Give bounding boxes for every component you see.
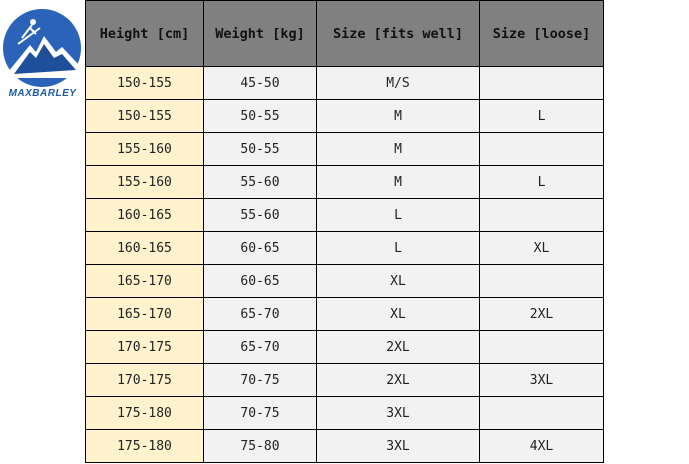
weight-cell: 70-75 bbox=[203, 396, 317, 430]
weight-cell: 75-80 bbox=[203, 429, 317, 463]
size-fits-well-cell: 3XL bbox=[316, 429, 480, 463]
weight-cell: 55-60 bbox=[203, 198, 317, 232]
size-fits-well-cell: M bbox=[316, 99, 480, 133]
header-size-fits-well: Size [fits well] bbox=[316, 0, 480, 67]
height-cell: 150-155 bbox=[85, 99, 204, 133]
size-fits-well-cell: M/S bbox=[316, 66, 480, 100]
brand-logo: MAXBARLEY bbox=[0, 0, 85, 105]
height-cell: 150-155 bbox=[85, 66, 204, 100]
weight-cell: 65-70 bbox=[203, 297, 317, 331]
size-fits-well-cell: XL bbox=[316, 297, 480, 331]
table-row: 170-175 70-75 2XL 3XL bbox=[85, 363, 604, 397]
size-loose-cell bbox=[479, 132, 604, 166]
table-row: 150-155 45-50 M/S bbox=[85, 66, 604, 100]
weight-cell: 60-65 bbox=[203, 264, 317, 298]
size-fits-well-cell: 3XL bbox=[316, 396, 480, 430]
table-row: 160-165 60-65 L XL bbox=[85, 231, 604, 265]
height-cell: 160-165 bbox=[85, 198, 204, 232]
size-fits-well-cell: 2XL bbox=[316, 363, 480, 397]
size-fits-well-cell: M bbox=[316, 165, 480, 199]
size-loose-cell: XL bbox=[479, 231, 604, 265]
size-fits-well-cell: M bbox=[316, 132, 480, 166]
height-cell: 155-160 bbox=[85, 132, 204, 166]
weight-cell: 50-55 bbox=[203, 99, 317, 133]
table-row: 165-170 60-65 XL bbox=[85, 264, 604, 298]
table-row: 175-180 75-80 3XL 4XL bbox=[85, 429, 604, 463]
weight-cell: 45-50 bbox=[203, 66, 317, 100]
size-loose-cell bbox=[479, 198, 604, 232]
size-loose-cell bbox=[479, 264, 604, 298]
table-row: 150-155 50-55 M L bbox=[85, 99, 604, 133]
size-chart-table: Height [cm] Weight [kg] Size [fits well]… bbox=[85, 0, 604, 463]
height-cell: 175-180 bbox=[85, 429, 204, 463]
weight-cell: 55-60 bbox=[203, 165, 317, 199]
weight-cell: 60-65 bbox=[203, 231, 317, 265]
size-fits-well-cell: 2XL bbox=[316, 330, 480, 364]
height-cell: 170-175 bbox=[85, 363, 204, 397]
height-cell: 170-175 bbox=[85, 330, 204, 364]
height-cell: 155-160 bbox=[85, 165, 204, 199]
logo-text: MAXBARLEY bbox=[8, 88, 77, 99]
table-row: 155-160 55-60 M L bbox=[85, 165, 604, 199]
size-loose-cell bbox=[479, 66, 604, 100]
header-weight: Weight [kg] bbox=[203, 0, 317, 67]
table-row: 160-165 55-60 L bbox=[85, 198, 604, 232]
weight-cell: 50-55 bbox=[203, 132, 317, 166]
size-fits-well-cell: L bbox=[316, 231, 480, 265]
table-row: 155-160 50-55 M bbox=[85, 132, 604, 166]
header-row: Height [cm] Weight [kg] Size [fits well]… bbox=[85, 0, 604, 67]
size-loose-cell: L bbox=[479, 165, 604, 199]
size-loose-cell bbox=[479, 396, 604, 430]
height-cell: 165-170 bbox=[85, 264, 204, 298]
height-cell: 175-180 bbox=[85, 396, 204, 430]
size-loose-cell: 2XL bbox=[479, 297, 604, 331]
header-height: Height [cm] bbox=[85, 0, 204, 67]
size-fits-well-cell: XL bbox=[316, 264, 480, 298]
size-loose-cell bbox=[479, 330, 604, 364]
size-loose-cell: 4XL bbox=[479, 429, 604, 463]
header-size-loose: Size [loose] bbox=[479, 0, 604, 67]
ski-jumper-mountain-icon bbox=[3, 9, 81, 87]
size-fits-well-cell: L bbox=[316, 198, 480, 232]
size-loose-cell: 3XL bbox=[479, 363, 604, 397]
table-row: 175-180 70-75 3XL bbox=[85, 396, 604, 430]
height-cell: 160-165 bbox=[85, 231, 204, 265]
weight-cell: 70-75 bbox=[203, 363, 317, 397]
table-row: 165-170 65-70 XL 2XL bbox=[85, 297, 604, 331]
height-cell: 165-170 bbox=[85, 297, 204, 331]
table-row: 170-175 65-70 2XL bbox=[85, 330, 604, 364]
weight-cell: 65-70 bbox=[203, 330, 317, 364]
size-loose-cell: L bbox=[479, 99, 604, 133]
